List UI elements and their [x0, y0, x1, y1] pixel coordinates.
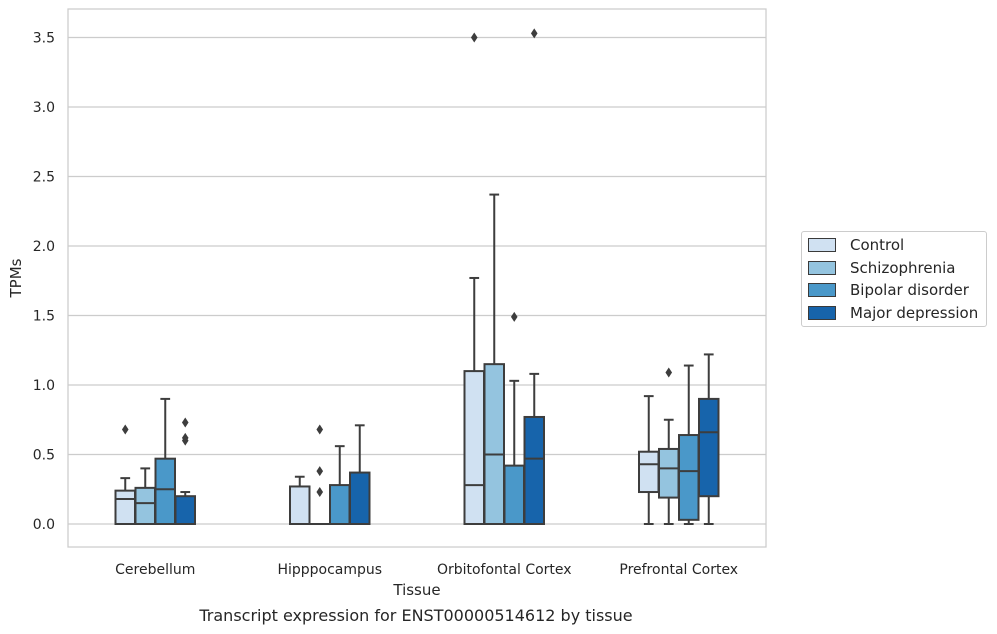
x-tick-labels: Cerebellum Hipppocampus Orbitofontal Corte… — [115, 562, 738, 578]
outlier-point — [181, 435, 189, 446]
box-0-2 — [463, 32, 485, 525]
y-tick-label: 1.5 — [33, 309, 55, 325]
legend-item: Control — [808, 234, 986, 257]
box-body — [678, 434, 700, 521]
legend-item: Bipolar disorder — [808, 279, 986, 302]
x-axis-label: Tissue — [392, 581, 440, 599]
box-2-3 — [678, 364, 700, 525]
box-body — [134, 486, 156, 525]
legend-label: Bipolar disorder — [850, 281, 969, 300]
y-tick-label: 2.0 — [33, 239, 55, 255]
y-tick-label: 0.5 — [33, 448, 55, 464]
legend-label: Schizophrenia — [850, 258, 956, 277]
legend: Control Schizophrenia Bipolar disorder M… — [801, 231, 987, 327]
outlier-point — [510, 311, 518, 322]
box-1-3 — [658, 367, 680, 525]
box-3-1 — [349, 424, 371, 526]
box-0-1 — [289, 475, 311, 525]
box-3-2 — [523, 28, 545, 525]
outlier-point — [316, 424, 324, 435]
box-1-1 — [309, 424, 331, 526]
box-2-1 — [329, 445, 351, 525]
box-2-0 — [154, 397, 176, 526]
legend-swatch — [808, 260, 836, 275]
legend-swatch — [808, 283, 836, 298]
box-body — [698, 397, 720, 498]
legend-label: Major depression — [850, 303, 979, 322]
box-0-3 — [638, 395, 660, 525]
x-tick-label: Cerebellum — [115, 562, 195, 578]
box-body — [523, 415, 545, 525]
outlier-point — [181, 417, 189, 428]
outlier-point — [316, 487, 324, 498]
outlier-point — [316, 466, 324, 477]
x-tick-label: Hipppocampus — [277, 562, 382, 578]
box-body — [154, 457, 176, 526]
outlier-point — [530, 28, 538, 39]
outlier-point — [665, 367, 673, 378]
box-2-2 — [503, 311, 525, 525]
y-tick-label: 0.0 — [33, 517, 55, 533]
y-tick-labels: 0.0 0.5 1.0 1.5 2.0 2.5 3.0 3.5 — [33, 31, 55, 534]
y-tick-label: 3.5 — [33, 31, 55, 47]
box-body — [658, 447, 680, 499]
y-tick-label: 1.0 — [33, 378, 55, 394]
y-tick-label: 2.5 — [33, 170, 55, 186]
box-1-2 — [483, 193, 505, 525]
legend-swatch — [808, 238, 836, 253]
x-tick-label: Orbitofontal Cortex — [437, 562, 572, 578]
legend-item: Major depression — [808, 302, 986, 325]
boxes — [114, 28, 720, 526]
y-axis-label: TPMs — [7, 258, 25, 298]
gridlines — [68, 36, 766, 525]
box-0-0 — [114, 424, 136, 526]
box-1-0 — [134, 467, 156, 525]
outlier-point — [470, 32, 478, 43]
chart-title: Transcript expression for ENST0000051461… — [199, 606, 633, 625]
box-body — [638, 450, 660, 494]
box-body — [483, 363, 505, 525]
x-tick-label: Prefrontal Cortex — [619, 562, 738, 578]
box-body — [289, 485, 311, 525]
legend-swatch — [808, 305, 836, 320]
legend-label: Control — [850, 236, 905, 255]
box-body — [329, 484, 351, 525]
box-body — [114, 489, 136, 526]
box-body — [463, 370, 485, 525]
plot-frame — [67, 8, 767, 548]
box-body — [174, 495, 196, 526]
box-body — [349, 471, 371, 526]
outlier-point — [121, 424, 129, 435]
legend-item: Schizophrenia — [808, 257, 986, 280]
box-body — [503, 464, 525, 525]
box-3-3 — [698, 353, 720, 525]
y-tick-label: 3.0 — [33, 100, 55, 116]
box-3-0 — [174, 417, 196, 526]
